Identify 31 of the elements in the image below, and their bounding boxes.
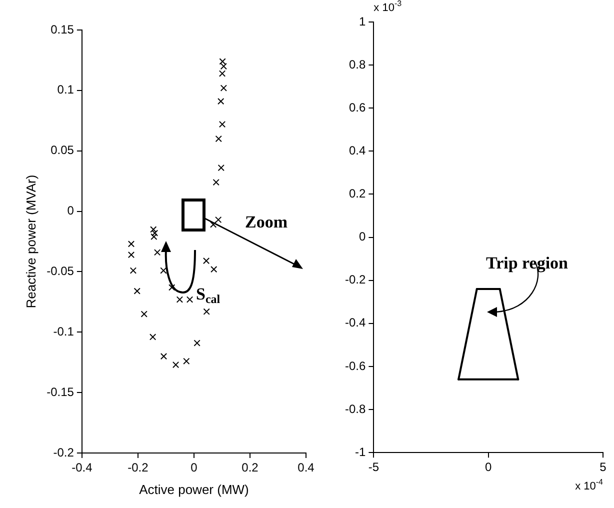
y-tick-label: -0.2: [53, 445, 74, 460]
y-tick-label: -0.6: [344, 358, 366, 373]
y-tick-label: 0.4: [348, 143, 366, 158]
annotation: Zoom: [245, 212, 288, 232]
x-tick-label: 0: [190, 460, 198, 475]
x-tick-label: -5: [368, 460, 380, 474]
x-tick-label: -0.2: [128, 460, 149, 475]
y-tick-label: 0: [67, 204, 74, 218]
y-tick-label: -0.2: [344, 272, 366, 287]
y-tick-label: 0: [358, 230, 366, 244]
y-tick-label: -0.1: [53, 324, 74, 338]
y-tick-label: -0.8: [344, 402, 366, 416]
y-tick-label: -0.05: [46, 264, 74, 278]
x-tick-label: 0.4: [298, 460, 315, 475]
annotation: Trip region: [486, 253, 569, 272]
x-tick-label: -0.4: [72, 460, 93, 475]
y-tick-label: 0.05: [50, 143, 74, 158]
y-tick-label: 0.6: [348, 100, 366, 114]
y-tick-label: 1: [358, 14, 366, 28]
x-axis-title: Active power (MW): [139, 482, 249, 497]
y-axis-title: Reactive power (MVAr): [23, 174, 38, 308]
y-tick-label: -0.4: [344, 316, 366, 330]
y-tick-label: 0.15: [50, 22, 74, 36]
x-tick-label: 0: [484, 460, 492, 474]
x-tick-label: 5: [600, 460, 607, 474]
y-tick-label: 0.1: [57, 82, 74, 97]
y-tick-label: 0.8: [348, 57, 366, 72]
y-tick-label: -0.15: [46, 384, 74, 399]
y-tick-label: 0.2: [348, 186, 366, 201]
y-tick-label: -1: [355, 444, 366, 459]
x-tick-label: 0.2: [242, 460, 259, 475]
